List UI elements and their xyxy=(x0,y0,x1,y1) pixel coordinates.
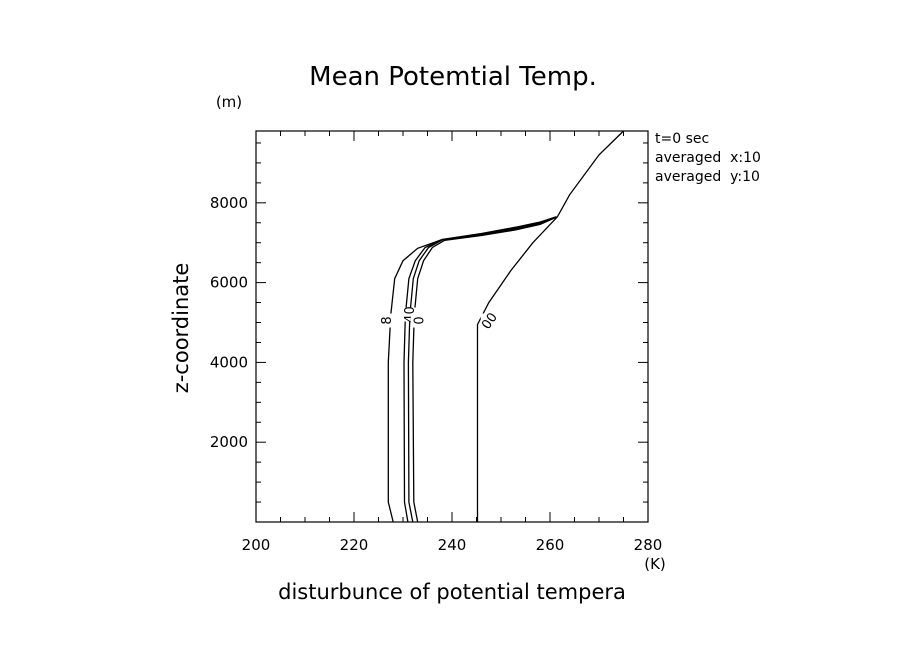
y-axis-label: z-coordinate xyxy=(169,263,193,394)
x-tick-label: 280 xyxy=(634,536,663,554)
annotation-line: averaged x:10 xyxy=(655,150,761,166)
x-tick-label: 240 xyxy=(438,536,467,554)
series-label-bg xyxy=(480,313,497,328)
annotation-clip xyxy=(780,125,904,190)
series-label-bg xyxy=(410,313,427,328)
series-line-4 xyxy=(407,216,557,523)
x-tick-label: 200 xyxy=(242,536,271,554)
series-line-1 xyxy=(476,130,624,522)
chart-title: Mean Potemtial Temp. xyxy=(309,62,597,92)
annotation-line: averaged y:10 xyxy=(655,169,760,185)
run-info: t=0 sec averaged x:10 averaged y:10 xyxy=(655,125,904,190)
series-line-2 xyxy=(387,216,557,523)
x-axis-label: disturbunce of potential tempera xyxy=(278,580,626,604)
series-label: 0 xyxy=(413,316,428,324)
y-unit: (m) xyxy=(216,93,242,111)
x-tick-label: 260 xyxy=(536,536,565,554)
y-tick-label: 6000 xyxy=(210,274,248,292)
series-label: 8 xyxy=(380,316,395,324)
y-tick-label: 4000 xyxy=(210,353,248,371)
series-line-5 xyxy=(412,216,557,523)
annotation-line: t=0 sec xyxy=(655,131,709,147)
x-tick-label: 220 xyxy=(340,536,369,554)
series-label-bg xyxy=(377,313,394,328)
plot-frame xyxy=(255,130,649,523)
series-line-3 xyxy=(403,216,557,523)
x-unit: (K) xyxy=(644,555,666,573)
y-tick-label: 8000 xyxy=(210,194,248,212)
y-tick-label: 2000 xyxy=(210,433,248,451)
